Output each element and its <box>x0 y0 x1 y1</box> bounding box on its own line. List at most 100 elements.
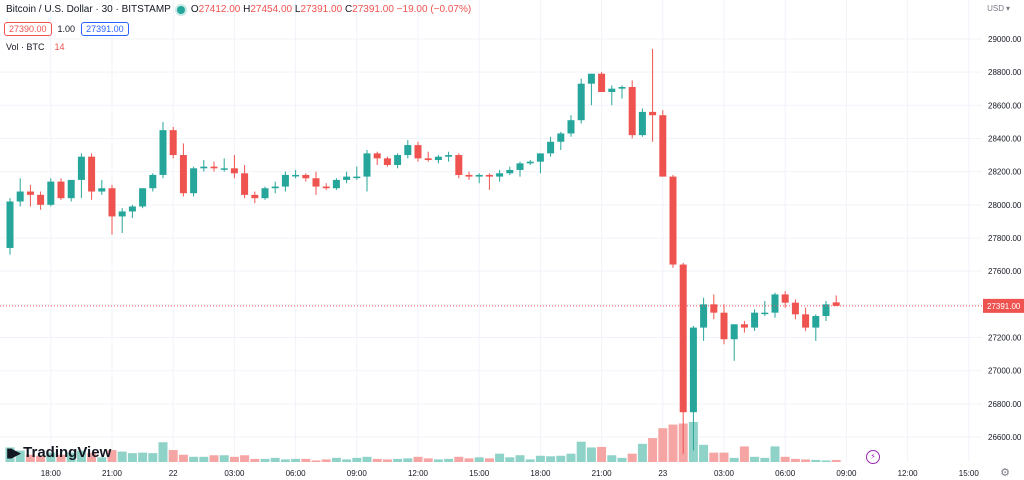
time-axis[interactable]: 18:00 21:00 22 03:00 06:00 09:00 12:00 15:00 18:… <box>41 469 980 478</box>
candle-body <box>16 191 24 202</box>
candle-body <box>292 174 300 177</box>
volume-bar <box>158 442 168 462</box>
candle-body <box>118 211 126 217</box>
volume-bar <box>280 459 290 462</box>
volume-bar <box>5 447 15 462</box>
candle-body <box>618 87 626 89</box>
volume-bar <box>576 441 586 462</box>
volume-bar <box>627 453 637 462</box>
open-label: O <box>190 4 199 15</box>
volume-bar <box>66 452 76 462</box>
candle-body <box>241 173 249 195</box>
chart-legend: Bitcoin / U.S. Dollar · 30 · BITSTAMP O2… <box>6 4 471 15</box>
time-tick-label: 23 <box>658 469 667 478</box>
volume-bar <box>484 458 494 462</box>
volume-bar <box>97 457 107 462</box>
price-tick-label: 26800.00 <box>988 400 1022 409</box>
candle-body <box>37 194 45 205</box>
volume-legend[interactable]: Vol · BTC 14 <box>6 42 65 52</box>
volume-bar <box>821 460 831 462</box>
candle-body <box>567 120 575 134</box>
candle-body <box>394 155 402 165</box>
volume-bar <box>107 450 117 462</box>
volume-bar <box>36 455 46 462</box>
candle-body <box>557 133 565 142</box>
time-tick-label: 18:00 <box>530 469 551 478</box>
volume-bar <box>719 452 729 462</box>
volume-bar <box>801 459 811 462</box>
volume-bar <box>127 453 137 462</box>
volume-bar <box>535 455 545 462</box>
volume-bar <box>617 457 627 462</box>
last-price-box <box>983 298 1024 313</box>
sell-button[interactable]: 27390.00 <box>4 22 52 36</box>
candle-body <box>139 188 147 207</box>
quantity-value[interactable]: 1.00 <box>57 24 76 34</box>
volume-bar <box>76 450 86 462</box>
volume-bar <box>342 459 352 462</box>
candle-body <box>455 155 463 175</box>
symbol-title[interactable]: Bitcoin / U.S. Dollar · 30 · BITSTAMP <box>6 4 171 15</box>
candle-body <box>669 176 677 265</box>
time-tick-label: 22 <box>169 469 178 478</box>
buy-button[interactable]: 27391.00 <box>81 22 129 36</box>
volume-bar <box>46 452 56 462</box>
candle-body <box>108 188 116 217</box>
low-value: 27391.00 <box>300 4 343 15</box>
volume-bar <box>148 453 158 462</box>
candle-body <box>628 87 636 136</box>
candle-body <box>353 176 361 179</box>
tradingview-logo[interactable]: ▮▶ TradingView <box>6 444 111 461</box>
candle-body <box>169 130 177 156</box>
volume-bar <box>546 456 556 462</box>
candle-body <box>77 156 85 180</box>
volume-bar <box>607 455 617 462</box>
volume-bar <box>301 458 311 462</box>
low-label: L <box>294 4 301 15</box>
candle-body <box>67 179 75 199</box>
volume-bar <box>515 455 525 462</box>
open-value: 27412.00 <box>198 4 241 15</box>
lightning-icon[interactable]: ⚡ <box>866 450 880 464</box>
time-tick-label: 18:00 <box>41 469 62 478</box>
volume-bar <box>668 424 678 462</box>
volume-bar <box>352 457 362 462</box>
volume-bar <box>199 456 209 462</box>
volume-bar <box>168 450 178 462</box>
candle-body <box>47 181 55 205</box>
candle-body <box>761 312 769 315</box>
time-tick-label: 09:00 <box>347 469 368 478</box>
price-axis[interactable]: 29000.00 28800.00 28600.00 28400.00 28200.00… <box>988 35 1022 442</box>
volume-bar <box>331 457 341 462</box>
candle-body <box>404 145 412 156</box>
candle-body <box>812 315 820 328</box>
candle-body <box>781 294 789 303</box>
candle-body <box>128 206 136 212</box>
chart-grid <box>0 0 982 462</box>
candle-body <box>302 174 310 179</box>
gear-icon[interactable]: ⚙ <box>1000 467 1010 479</box>
candle-body <box>322 186 330 189</box>
volume-bar <box>474 457 484 462</box>
volume-bar <box>423 458 433 462</box>
time-tick-label: 06:00 <box>286 469 307 478</box>
volume-bar <box>15 450 25 462</box>
candle-body <box>445 155 453 157</box>
currency-selector[interactable]: USD ▾ <box>987 4 1010 13</box>
candle-body <box>506 169 514 174</box>
candle-body <box>373 153 381 159</box>
tradingview-logo-icon: ▮▶ <box>6 444 21 460</box>
volume-bar <box>699 444 709 462</box>
volume-bar <box>362 456 372 462</box>
volume-bar <box>87 453 97 462</box>
candle-body <box>179 155 187 194</box>
candle-body <box>251 194 259 199</box>
candle-body <box>649 111 657 116</box>
time-tick-label: 21:00 <box>592 469 613 478</box>
time-tick-label: 09:00 <box>836 469 857 478</box>
volume-bar <box>709 452 719 462</box>
candle-body <box>424 158 432 161</box>
currency-label: USD <box>987 4 1004 13</box>
candle-body <box>98 188 106 192</box>
